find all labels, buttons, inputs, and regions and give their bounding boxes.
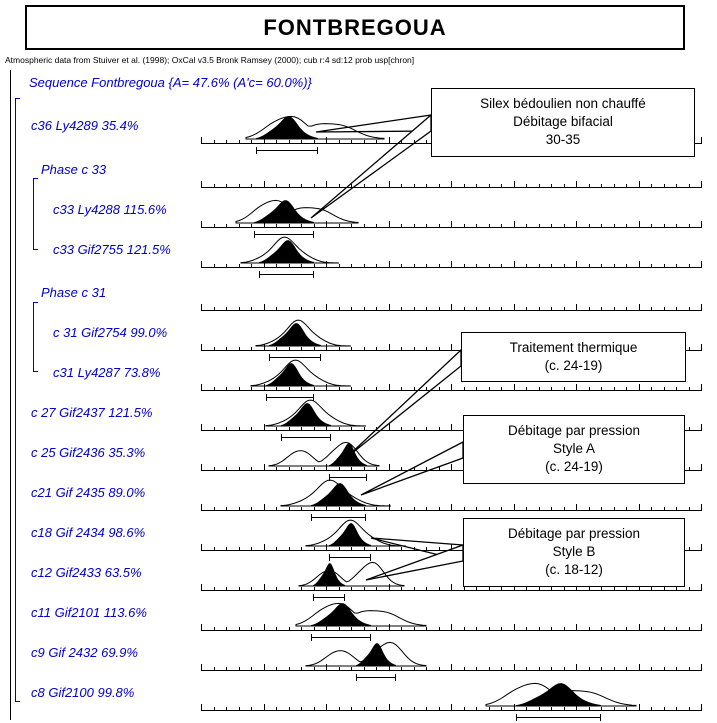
callout-line: Débitage bifacial [444,113,682,131]
callout-line: Silex bédoulien non chauffé [444,95,682,113]
row-c8: c8 Gif2100 99.8% [11,675,707,711]
chart-container: FONTBREGOUA Atmospheric data from Stuive… [0,0,717,723]
callout-line: Débitage par pression [476,422,672,440]
row-label: c12 Gif2433 63.5% [31,565,142,580]
row-c11: c11 Gif2101 113.6% [11,595,707,631]
row-label: c 27 Gif2437 121.5% [31,405,152,420]
callout-line: Débitage par pression [476,525,672,543]
row-label: c9 Gif 2432 69.9% [31,645,138,660]
callout-line: Style B [476,543,672,561]
callout-cal2: Traitement thermique(c. 24-19) [461,332,686,382]
callout-cal4: Débitage par pressionStyle B(c. 18-12) [463,518,685,587]
row-c9: c9 Gif 2432 69.9% [11,635,707,671]
row-label: c18 Gif 2434 98.6% [31,525,145,540]
row-label: c33 Ly4288 115.6% [53,202,167,217]
callout-cal3: Débitage par pressionStyle A(c. 24-19) [463,415,685,484]
row-label: Phase c 33 [41,162,106,177]
sequence-label: Sequence Fontbregoua {A= 47.6% (A'c= 60.… [29,75,312,90]
row-label: c36 Ly4289 35.4% [31,118,138,133]
row-label: c11 Gif2101 113.6% [31,605,147,620]
plot-area: Sequence Fontbregoua {A= 47.6% (A'c= 60.… [10,70,707,720]
row-label: c33 Gif2755 121.5% [53,242,171,257]
row-p33: Phase c 33 [11,152,707,188]
row-label: c 25 Gif2436 35.3% [31,445,145,460]
callout-line: (c. 18-12) [476,561,672,579]
callout-line: Traitement thermique [474,339,673,357]
attribution: Atmospheric data from Stuiver et al. (19… [5,55,414,65]
callout-line: 30-35 [444,131,682,149]
title-text: FONTBREGOUA [263,15,446,41]
row-label: c 31 Gif2754 99.0% [53,325,167,340]
callout-line: (c. 24-19) [476,458,672,476]
row-label: Phase c 31 [41,285,106,300]
row-label: c31 Ly4287 73.8% [53,365,160,380]
row-c33a: c33 Ly4288 115.6% [11,192,707,228]
row-c33b: c33 Gif2755 121.5% [11,232,707,268]
callout-line: Style A [476,440,672,458]
row-label: c8 Gif2100 99.8% [31,685,134,700]
row-label: c21 Gif 2435 89.0% [31,485,145,500]
title-box: FONTBREGOUA [25,5,685,50]
callout-cal1: Silex bédoulien non chaufféDébitage bifa… [431,88,695,157]
callout-line: (c. 24-19) [474,357,673,375]
row-p31: Phase c 31 [11,275,707,311]
